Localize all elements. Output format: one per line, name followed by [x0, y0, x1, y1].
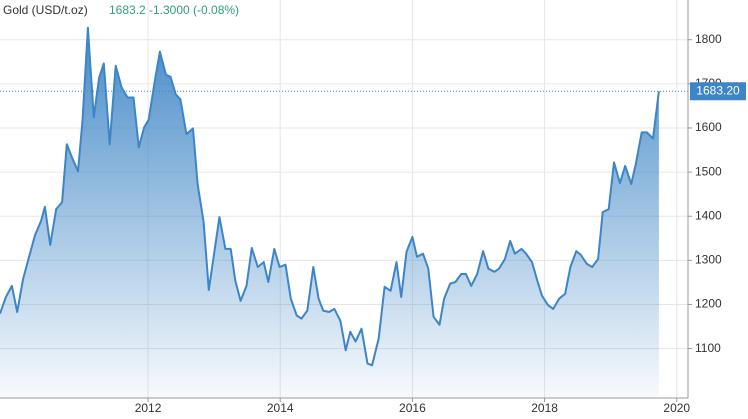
price-line	[0, 26, 660, 367]
y-tick-label: 1600	[695, 120, 722, 134]
x-tick-label: 2016	[399, 401, 426, 415]
last-value-label: 1683.20	[696, 83, 740, 97]
y-tick-label: 1100	[695, 341, 721, 355]
y-tick-label: 1500	[695, 164, 722, 178]
x-tick-label: 2020	[663, 401, 690, 415]
chart-title: Gold (USD/t.oz)	[3, 3, 88, 17]
area-fill	[0, 27, 659, 399]
y-tick-label: 1300	[695, 253, 722, 267]
y-tick-label: 1200	[695, 297, 722, 311]
price: 1683.2	[109, 3, 146, 17]
price-change: -1.3000 (-0.08%)	[149, 3, 239, 17]
y-tick-label: 1400	[695, 208, 722, 222]
last-value-box	[690, 82, 746, 101]
x-tick-label: 2012	[135, 401, 162, 415]
x-tick-label: 2014	[267, 401, 294, 415]
x-tick-label: 2018	[531, 401, 558, 415]
y-tick-label: 1800	[695, 32, 722, 46]
